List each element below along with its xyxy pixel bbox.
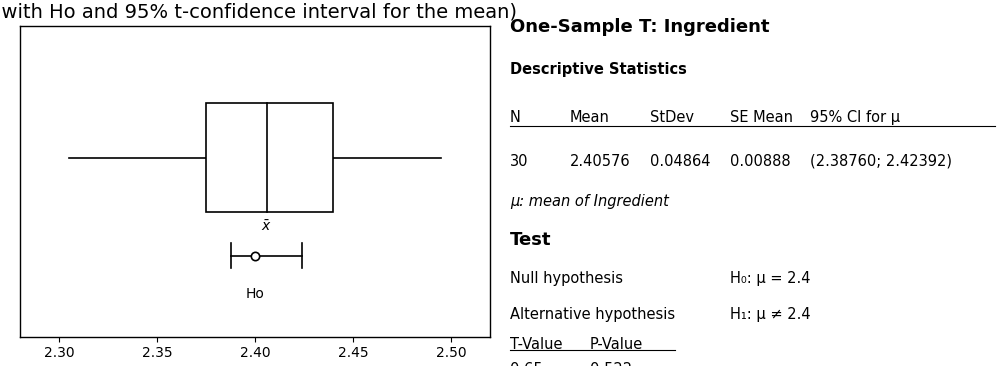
Text: 0.00888: 0.00888 <box>730 154 791 169</box>
Text: Ho: Ho <box>246 287 264 301</box>
Text: 0.65: 0.65 <box>510 362 543 366</box>
Text: P-Value: P-Value <box>590 337 643 352</box>
Bar <box>206 103 333 212</box>
Text: Null hypothesis: Null hypothesis <box>510 271 623 286</box>
Text: 2.40576: 2.40576 <box>570 154 631 169</box>
Text: 0.04864: 0.04864 <box>650 154 710 169</box>
Text: μ: mean of Ingredient: μ: mean of Ingredient <box>510 194 669 209</box>
Text: T-Value: T-Value <box>510 337 562 352</box>
Text: SE Mean: SE Mean <box>730 110 793 125</box>
Text: H₁: μ ≠ 2.4: H₁: μ ≠ 2.4 <box>730 307 811 322</box>
Text: Test: Test <box>510 231 552 249</box>
Text: Descriptive Statistics: Descriptive Statistics <box>510 62 687 77</box>
Text: 0.522: 0.522 <box>590 362 632 366</box>
Text: 95% CI for μ: 95% CI for μ <box>810 110 900 125</box>
Text: StDev: StDev <box>650 110 694 125</box>
Text: H₀: μ = 2.4: H₀: μ = 2.4 <box>730 271 810 286</box>
Title: Boxplot of Ingredient
(with Ho and 95% t-confidence interval for the mean): Boxplot of Ingredient (with Ho and 95% t… <box>0 0 516 21</box>
Text: Alternative hypothesis: Alternative hypothesis <box>510 307 675 322</box>
Text: (2.38760; 2.42392): (2.38760; 2.42392) <box>810 154 952 169</box>
Text: 30: 30 <box>510 154 528 169</box>
Text: N: N <box>510 110 521 125</box>
Text: $\bar{x}$: $\bar{x}$ <box>261 219 272 234</box>
Text: Mean: Mean <box>570 110 610 125</box>
Text: One-Sample T: Ingredient: One-Sample T: Ingredient <box>510 18 770 36</box>
